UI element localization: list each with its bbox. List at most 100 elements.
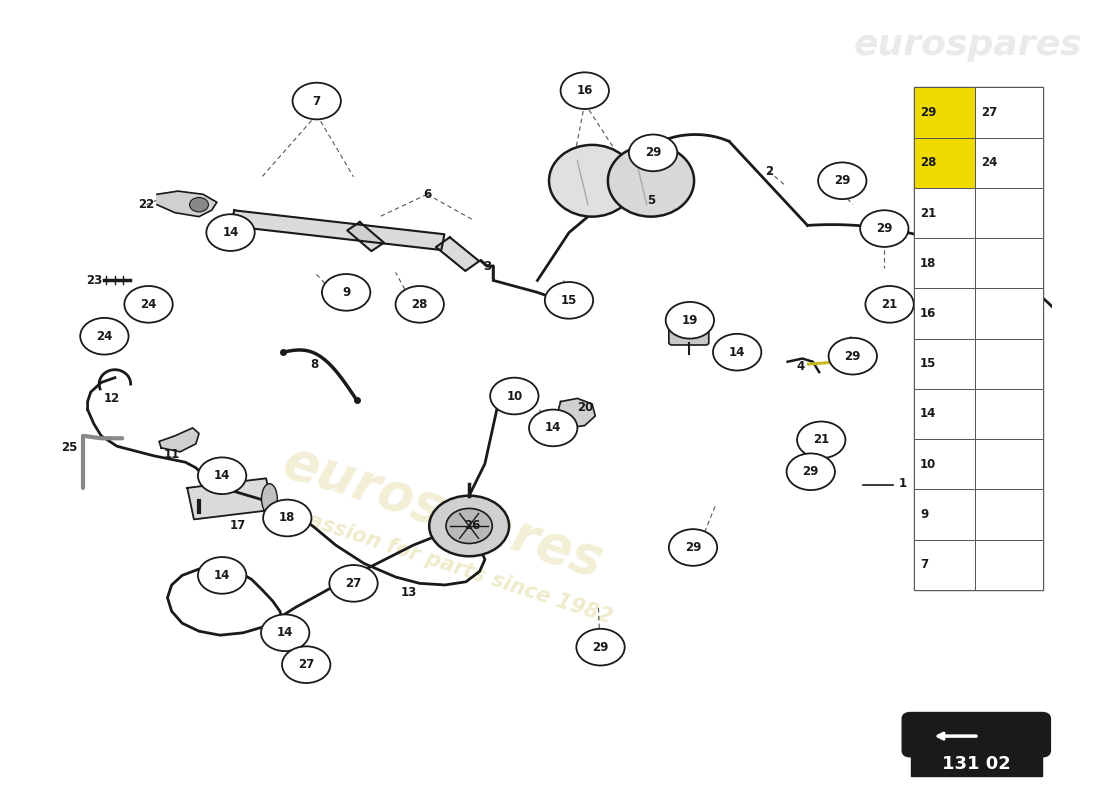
Text: 4: 4 [796, 360, 804, 373]
Circle shape [329, 565, 377, 602]
Bar [914, 87, 1043, 590]
Text: 21: 21 [920, 206, 936, 219]
Polygon shape [187, 478, 273, 519]
Text: 9: 9 [920, 508, 928, 521]
Text: 20: 20 [576, 402, 593, 414]
Text: 6: 6 [424, 188, 431, 201]
Text: 27: 27 [345, 577, 362, 590]
FancyBboxPatch shape [669, 320, 708, 345]
Bar [975, 188, 1043, 238]
Text: 10: 10 [920, 458, 936, 470]
Text: 14: 14 [544, 422, 561, 434]
Bar [975, 338, 1043, 389]
Text: 22: 22 [139, 198, 155, 211]
Text: 26: 26 [464, 519, 481, 533]
Bar [914, 138, 975, 188]
Circle shape [818, 162, 867, 199]
Circle shape [293, 82, 341, 119]
Bar [914, 188, 975, 238]
Bar [914, 490, 975, 539]
Polygon shape [497, 380, 538, 410]
Bar [975, 439, 1043, 490]
Text: 14: 14 [222, 226, 239, 239]
Text: 21: 21 [813, 434, 829, 446]
Circle shape [124, 286, 173, 322]
Text: 17: 17 [230, 519, 246, 533]
Circle shape [198, 458, 246, 494]
Circle shape [669, 529, 717, 566]
Circle shape [80, 318, 129, 354]
Ellipse shape [549, 145, 635, 217]
Text: 18: 18 [920, 257, 936, 270]
Text: 3: 3 [483, 259, 491, 273]
Text: 19: 19 [682, 314, 698, 326]
Text: 29: 29 [592, 641, 608, 654]
Text: 9: 9 [342, 286, 350, 299]
Polygon shape [231, 210, 444, 250]
Text: 27: 27 [981, 106, 998, 119]
Polygon shape [160, 428, 199, 452]
Text: eurospares: eurospares [854, 28, 1082, 62]
Polygon shape [348, 222, 384, 251]
Text: 25: 25 [62, 442, 78, 454]
Circle shape [198, 557, 246, 594]
Text: 29: 29 [845, 350, 861, 362]
Text: 14: 14 [729, 346, 746, 358]
Circle shape [263, 500, 311, 536]
Bar [914, 238, 975, 288]
Bar [975, 389, 1043, 439]
Text: 7: 7 [920, 558, 928, 571]
Bar [975, 490, 1043, 539]
Text: 1: 1 [899, 478, 907, 490]
Ellipse shape [262, 484, 277, 514]
Bar [914, 539, 975, 590]
Bar [914, 338, 975, 389]
Text: 5: 5 [647, 194, 656, 207]
Circle shape [261, 614, 309, 651]
Text: 131 02: 131 02 [942, 754, 1011, 773]
Text: 14: 14 [920, 407, 936, 421]
Circle shape [798, 422, 846, 458]
Circle shape [828, 338, 877, 374]
Polygon shape [557, 398, 595, 428]
Text: 29: 29 [645, 146, 661, 159]
Circle shape [207, 214, 255, 251]
Text: 13: 13 [402, 586, 417, 599]
Text: 29: 29 [834, 174, 850, 187]
Bar [975, 288, 1043, 338]
Circle shape [786, 454, 835, 490]
Text: 28: 28 [920, 156, 936, 170]
Circle shape [282, 646, 330, 683]
Text: 27: 27 [298, 658, 315, 671]
Circle shape [396, 286, 444, 322]
Circle shape [561, 72, 609, 109]
Text: 24: 24 [141, 298, 156, 311]
Text: 11: 11 [164, 448, 179, 461]
Text: 24: 24 [981, 156, 998, 170]
Text: a passion for parts since 1982: a passion for parts since 1982 [271, 499, 615, 628]
Text: 16: 16 [576, 84, 593, 97]
Bar [975, 138, 1043, 188]
Circle shape [446, 509, 493, 543]
Text: 2: 2 [764, 165, 773, 178]
Text: 10: 10 [506, 390, 522, 402]
Bar [914, 87, 975, 138]
Text: 24: 24 [96, 330, 112, 342]
Circle shape [491, 378, 539, 414]
Bar [914, 389, 975, 439]
Text: eurospares: eurospares [276, 435, 609, 588]
Circle shape [866, 286, 914, 322]
Bar [975, 539, 1043, 590]
Bar [914, 439, 975, 490]
Ellipse shape [608, 145, 694, 217]
Text: 23: 23 [86, 274, 102, 287]
Text: 15: 15 [920, 358, 936, 370]
Text: 29: 29 [685, 541, 701, 554]
Text: 29: 29 [920, 106, 936, 119]
Text: 16: 16 [920, 307, 936, 320]
Text: 18: 18 [279, 511, 296, 525]
Text: 14: 14 [213, 569, 230, 582]
Text: 29: 29 [876, 222, 892, 235]
Circle shape [544, 282, 593, 318]
Text: 14: 14 [277, 626, 294, 639]
